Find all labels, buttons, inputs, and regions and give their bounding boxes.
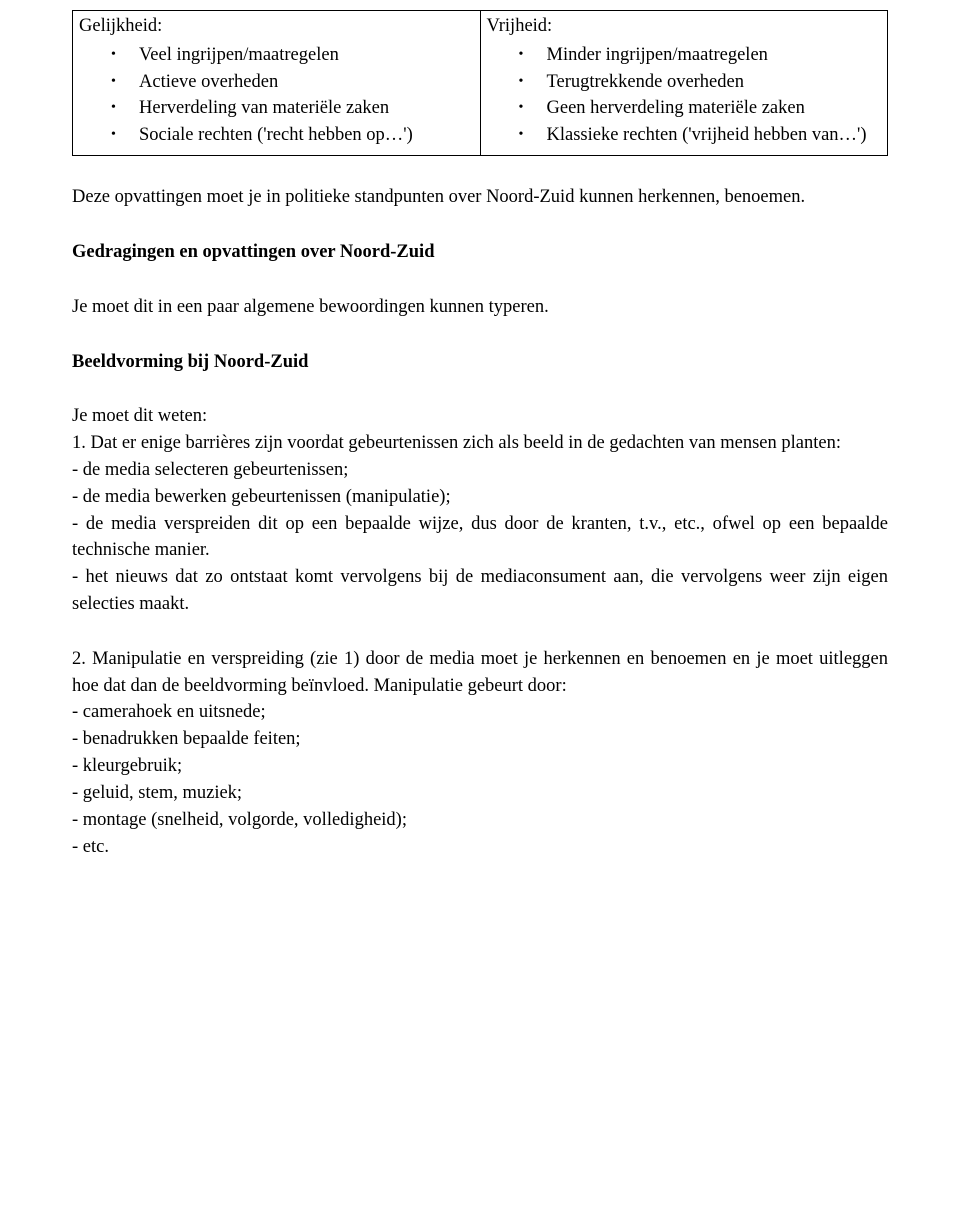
list-item: Klassieke rechten ('vrijheid hebben van……	[519, 122, 882, 149]
intro-paragraph: Deze opvattingen moet je in politieke st…	[72, 184, 888, 211]
right-list: Minder ingrijpen/maatregelen Terugtrekke…	[487, 42, 882, 149]
section-title: Beeldvorming bij Noord-Zuid	[72, 349, 888, 376]
table-cell-left: Gelijkheid: Veel ingrijpen/maatregelen A…	[73, 11, 481, 156]
dash-item: - het nieuws dat zo ontstaat komt vervol…	[72, 564, 888, 618]
document-page: Gelijkheid: Veel ingrijpen/maatregelen A…	[0, 0, 960, 1210]
section-gedragingen: Gedragingen en opvattingen over Noord-Zu…	[72, 239, 888, 321]
point-2: 2. Manipulatie en verspreiding (zie 1) d…	[72, 646, 888, 861]
list-item: Geen herverdeling materiële zaken	[519, 95, 882, 122]
dash-item: - etc.	[72, 834, 888, 861]
dash-item: - camerahoek en uitsnede;	[72, 699, 888, 726]
dash-item: - de media bewerken gebeurtenissen (mani…	[72, 484, 888, 511]
section-body: Je moet dit in een paar algemene bewoord…	[72, 294, 888, 321]
cell-title-left: Gelijkheid:	[79, 13, 474, 40]
list-item: Actieve overheden	[111, 69, 474, 96]
dash-item: - de media verspreiden dit op een bepaal…	[72, 511, 888, 565]
table-cell-right: Vrijheid: Minder ingrijpen/maatregelen T…	[480, 11, 888, 156]
list-item: Sociale rechten ('recht hebben op…')	[111, 122, 474, 149]
list-item: Terugtrekkende overheden	[519, 69, 882, 96]
list-item: Minder ingrijpen/maatregelen	[519, 42, 882, 69]
point1-intro: 1. Dat er enige barrières zijn voordat g…	[72, 430, 888, 457]
dash-item: - geluid, stem, muziek;	[72, 780, 888, 807]
dash-item: - benadrukken bepaalde feiten;	[72, 726, 888, 753]
point-1: 1. Dat er enige barrières zijn voordat g…	[72, 430, 888, 618]
list-item: Herverdeling van materiële zaken	[111, 95, 474, 122]
dash-item: - montage (snelheid, volgorde, volledigh…	[72, 807, 888, 834]
lead-line: Je moet dit weten:	[72, 403, 888, 430]
dash-item: - kleurgebruik;	[72, 753, 888, 780]
list-item: Veel ingrijpen/maatregelen	[111, 42, 474, 69]
section-beeldvorming: Beeldvorming bij Noord-Zuid Je moet dit …	[72, 349, 888, 861]
cell-title-right: Vrijheid:	[487, 13, 882, 40]
section-title: Gedragingen en opvattingen over Noord-Zu…	[72, 239, 888, 266]
dash-item: - de media selecteren gebeurtenissen;	[72, 457, 888, 484]
comparison-table: Gelijkheid: Veel ingrijpen/maatregelen A…	[72, 10, 888, 156]
point2-intro: 2. Manipulatie en verspreiding (zie 1) d…	[72, 646, 888, 700]
left-list: Veel ingrijpen/maatregelen Actieve overh…	[79, 42, 474, 149]
